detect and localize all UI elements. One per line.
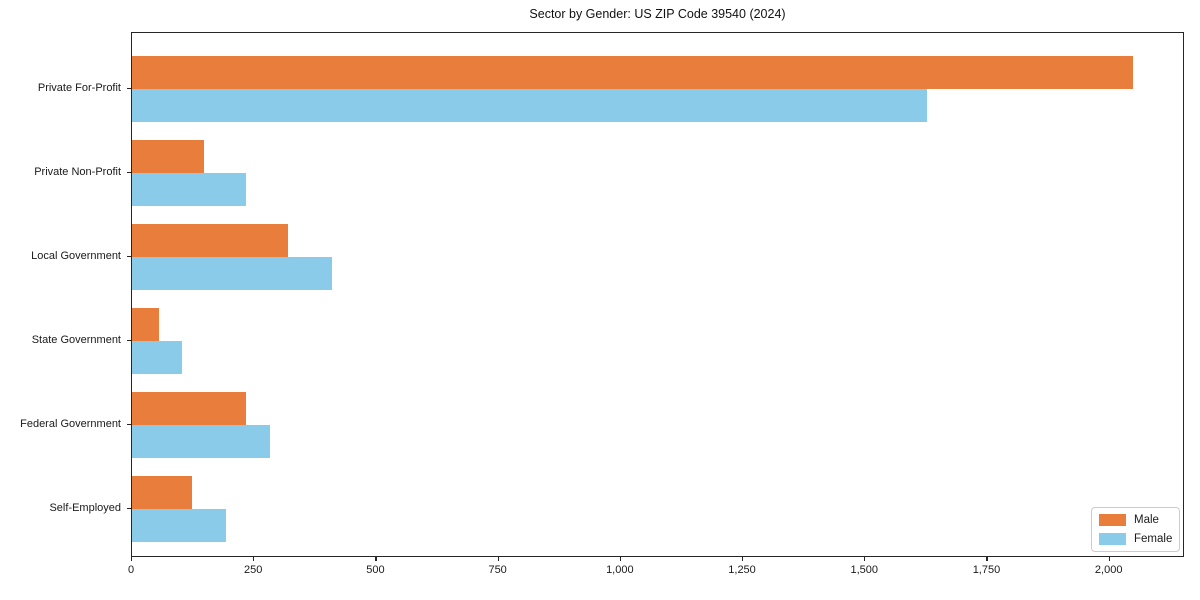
bar-male-1 [132,140,205,173]
legend: Male Female [1091,507,1180,552]
bar-female-5 [132,509,226,542]
bar-female-4 [132,425,271,458]
x-tick-label-7: 1,750 [972,564,1001,576]
plot-area [131,32,1184,557]
bar-male-0 [132,56,1133,89]
bar-male-2 [132,224,289,257]
x-tick-label-6: 1,500 [850,564,879,576]
bar-female-3 [132,341,182,374]
x-tick-label-0: 0 [127,564,135,576]
y-label-2: Local Government [31,250,121,262]
x-tick-label-2: 500 [366,564,385,576]
x-tick-5 [742,557,744,561]
x-axis: 0 250 500 750 1,000 1,250 1,500 1,750 2,000 [127,557,1182,587]
y-label-3: State Government [31,334,121,346]
bar-female-0 [132,89,928,122]
x-tick-label-4: 1,000 [606,564,634,576]
legend-entry-female: Female [1099,533,1173,545]
y-tick-2 [127,256,131,258]
bar-female-2 [132,257,333,290]
female-color-swatch [1099,533,1126,545]
y-axis-labels: Private For-Profit Private Non-Profit Loca… [0,32,121,557]
y-label-0: Private For-Profit [37,82,121,94]
x-tick-3 [497,557,499,561]
bar-male-5 [132,476,192,509]
y-label-1: Private Non-Profit [34,166,121,178]
x-tick-label-3: 750 [488,564,507,576]
x-tick-label-5: 1,250 [728,564,756,576]
x-tick-2 [375,557,377,561]
y-tick-4 [127,424,131,426]
x-tick-0 [131,557,133,561]
x-tick-7 [986,557,988,561]
bar-male-3 [132,308,159,341]
x-tick-label-1: 250 [244,564,263,576]
y-label-4: Federal Government [20,418,121,430]
legend-entry-male: Male [1099,514,1171,526]
x-tick-8 [1108,557,1110,561]
y-tick-5 [127,508,131,510]
male-color-swatch [1099,514,1126,526]
x-tick-label-8: 2,000 [1094,564,1123,576]
chart-title: Sector by Gender: US ZIP Code 39540 (202… [529,7,786,21]
y-tick-3 [127,340,131,342]
y-tick-1 [127,172,131,174]
legend-label-male: Male [1134,514,1159,526]
y-label-5: Self-Employed [49,502,121,514]
x-tick-4 [619,557,622,561]
bar-male-4 [132,392,247,425]
bar-female-1 [132,173,247,206]
x-tick-1 [253,557,255,561]
y-tick-0 [127,88,131,90]
legend-label-female: Female [1134,533,1173,545]
x-tick-6 [864,557,866,561]
